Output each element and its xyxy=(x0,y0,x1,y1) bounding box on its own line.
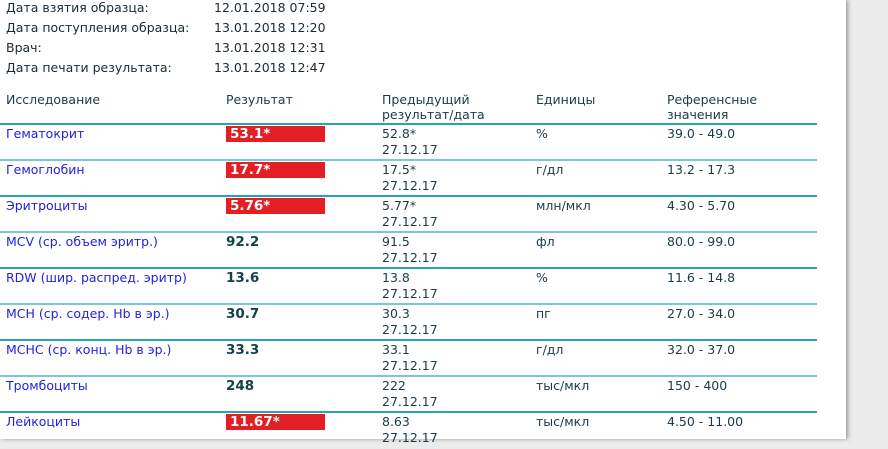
units: фл xyxy=(536,234,555,249)
previous-result: 30.3 27.12.17 xyxy=(382,306,438,338)
previous-value: 33.1 xyxy=(382,342,410,357)
reference-range: 150 - 400 xyxy=(667,378,728,393)
table-row: Гемоглобин 17.7* 17.5* 27.12.17 г/дл 13.2… xyxy=(0,159,817,197)
meta-value: 13.01.2018 12:47 xyxy=(214,60,326,75)
header-reference-line2: значения xyxy=(667,107,729,122)
units: млн/мкл xyxy=(536,198,591,213)
header-reference: Референсные значения xyxy=(667,92,757,122)
result-value: 30.7 xyxy=(226,306,260,322)
header-previous-line1: Предыдущий xyxy=(382,92,470,107)
reference-range: 13.2 - 17.3 xyxy=(667,162,736,177)
test-name[interactable]: MCHC (ср. конц. Hb в эр.) xyxy=(6,342,172,357)
table-row: Лейкоциты 11.67* 8.63 27.12.17 тыс/мкл 4.… xyxy=(0,411,817,449)
previous-date: 27.12.17 xyxy=(382,322,438,337)
test-name[interactable]: RDW (шир. распред. эритр) xyxy=(6,270,187,285)
previous-date: 27.12.17 xyxy=(382,430,438,445)
table-row: Гематокрит 53.1* 52.8* 27.12.17 % 39.0 - … xyxy=(0,123,817,161)
header-test: Исследование xyxy=(6,92,101,107)
header-reference-line1: Референсные xyxy=(667,92,758,107)
header-units: Единицы xyxy=(536,92,596,107)
test-name[interactable]: Гематокрит xyxy=(6,126,85,141)
meta-label: Врач: xyxy=(6,40,42,55)
result-value: 13.6 xyxy=(226,270,260,286)
reference-range: 4.30 - 5.70 xyxy=(667,198,736,213)
units: г/дл xyxy=(536,162,564,177)
table-row: MCV (ср. объем эритр.) 92.2 91.5 27.12.17… xyxy=(0,231,817,269)
result-value: 11.67* xyxy=(226,414,325,430)
test-name[interactable]: Тромбоциты xyxy=(6,378,88,393)
header-previous: Предыдущий результат/дата xyxy=(382,92,485,122)
table-row: RDW (шир. распред. эритр) 13.6 13.8 27.12… xyxy=(0,267,817,305)
meta-value: 12.01.2018 07:59 xyxy=(214,0,326,15)
previous-date: 27.12.17 xyxy=(382,142,438,157)
reference-range: 80.0 - 99.0 xyxy=(667,234,736,249)
previous-value: 5.77* xyxy=(382,198,417,213)
previous-result: 13.8 27.12.17 xyxy=(382,270,438,302)
previous-value: 91.5 xyxy=(382,234,410,249)
previous-value: 30.3 xyxy=(382,306,410,321)
units: % xyxy=(536,126,548,141)
previous-date: 27.12.17 xyxy=(382,286,438,301)
meta-row: Дата печати результата: 13.01.2018 12:47 xyxy=(6,60,326,75)
table-row: MCH (ср. содер. Hb в эр.) 30.7 30.3 27.12… xyxy=(0,303,817,341)
previous-value: 222 xyxy=(382,378,406,393)
table-row: Тромбоциты 248 222 27.12.17 тыс/мкл 150 -… xyxy=(0,375,817,413)
meta-row: Врач: 13.01.2018 12:31 xyxy=(6,40,326,55)
meta-label: Дата поступления образца: xyxy=(6,20,190,35)
previous-result: 52.8* 27.12.17 xyxy=(382,126,438,158)
meta-value: 13.01.2018 12:20 xyxy=(214,20,326,35)
test-name[interactable]: MCH (ср. содер. Hb в эр.) xyxy=(6,306,170,321)
previous-date: 27.12.17 xyxy=(382,214,438,229)
previous-value: 52.8* xyxy=(382,126,417,141)
meta-label: Дата взятия образца: xyxy=(6,0,149,15)
report-page: Дата взятия образца: 12.01.2018 07:59 Дата… xyxy=(0,0,846,445)
previous-value: 13.8 xyxy=(382,270,410,285)
test-name[interactable]: Лейкоциты xyxy=(6,414,81,429)
reference-range: 32.0 - 37.0 xyxy=(667,342,736,357)
result-value: 33.3 xyxy=(226,342,260,358)
result-value: 17.7* xyxy=(226,162,325,178)
result-value: 248 xyxy=(226,378,255,394)
test-name[interactable]: MCV (ср. объем эритр.) xyxy=(6,234,158,249)
test-name[interactable]: Эритроциты xyxy=(6,198,88,213)
units: тыс/мкл xyxy=(536,414,590,429)
previous-result: 17.5* 27.12.17 xyxy=(382,162,438,194)
previous-result: 33.1 27.12.17 xyxy=(382,342,438,374)
meta-value: 13.01.2018 12:31 xyxy=(214,40,326,55)
header-result: Результат xyxy=(226,92,293,107)
meta-row: Дата взятия образца: 12.01.2018 07:59 xyxy=(6,0,326,15)
result-value: 53.1* xyxy=(226,126,325,142)
previous-date: 27.12.17 xyxy=(382,358,438,373)
meta-row: Дата поступления образца: 13.01.2018 12:2… xyxy=(6,20,326,35)
previous-value: 17.5* xyxy=(382,162,417,177)
result-value: 5.76* xyxy=(226,198,325,214)
reference-range: 4.50 - 11.00 xyxy=(667,414,744,429)
header-previous-line2: результат/дата xyxy=(382,107,485,122)
previous-value: 8.63 xyxy=(382,414,410,429)
reference-range: 27.0 - 34.0 xyxy=(667,306,736,321)
previous-date: 27.12.17 xyxy=(382,250,438,265)
units: % xyxy=(536,270,548,285)
units: г/дл xyxy=(536,342,564,357)
test-name[interactable]: Гемоглобин xyxy=(6,162,85,177)
previous-date: 27.12.17 xyxy=(382,178,438,193)
previous-result: 5.77* 27.12.17 xyxy=(382,198,438,230)
previous-result: 8.63 27.12.17 xyxy=(382,414,438,446)
previous-date: 27.12.17 xyxy=(382,394,438,409)
reference-range: 39.0 - 49.0 xyxy=(667,126,736,141)
table-row: MCHC (ср. конц. Hb в эр.) 33.3 33.1 27.12… xyxy=(0,339,817,377)
previous-result: 222 27.12.17 xyxy=(382,378,438,410)
units: тыс/мкл xyxy=(536,378,590,393)
table-row: Эритроциты 5.76* 5.77* 27.12.17 млн/мкл 4… xyxy=(0,195,817,233)
result-value: 92.2 xyxy=(226,234,260,250)
units: пг xyxy=(536,306,551,321)
reference-range: 11.6 - 14.8 xyxy=(667,270,736,285)
previous-result: 91.5 27.12.17 xyxy=(382,234,438,266)
meta-label: Дата печати результата: xyxy=(6,60,172,75)
